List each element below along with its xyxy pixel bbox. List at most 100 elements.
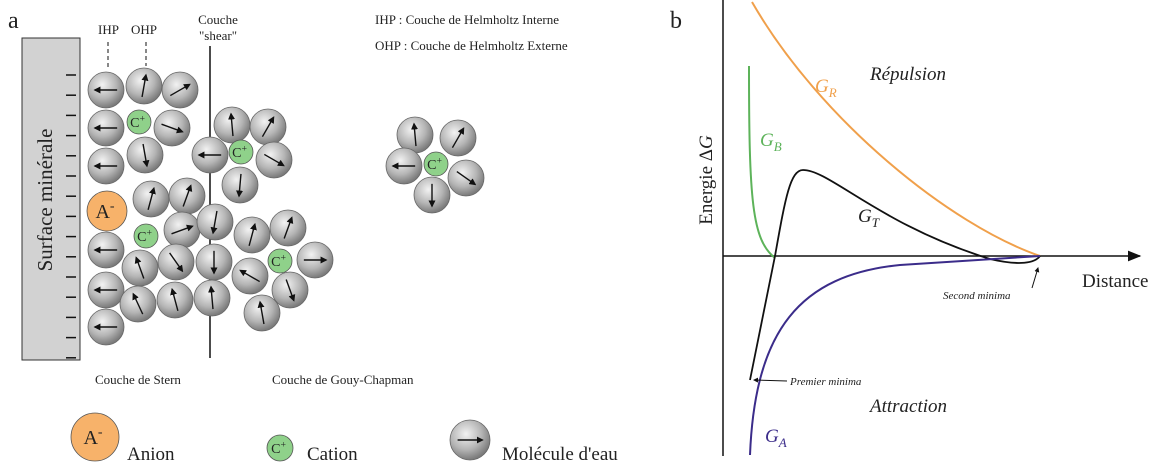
water-molecule: [163, 211, 201, 249]
anion-ion: A-: [70, 412, 120, 462]
anion-symbol: A-: [95, 199, 114, 223]
gt-sub: T: [872, 215, 880, 230]
gt-label: GT: [858, 206, 880, 230]
cation-body: [266, 434, 294, 462]
region-label: Répulsion: [869, 64, 946, 85]
anion-body: [70, 412, 120, 462]
water-molecule: [196, 203, 234, 241]
anion-body: [86, 190, 128, 232]
cation-ion: C+: [267, 248, 293, 274]
water-molecule: [233, 216, 271, 254]
y-label: Energie ΔG: [696, 135, 717, 225]
gb-base: G: [760, 130, 774, 151]
water-molecule: [269, 209, 307, 247]
dipole-arrow: [208, 285, 216, 310]
gb-sub: B: [774, 139, 782, 154]
cation-letter: C: [427, 158, 436, 173]
dipole-arrow: [411, 122, 419, 147]
water-molecule: [271, 271, 309, 309]
dipole-arrow: [228, 112, 236, 137]
legend-text: Molécule d'eau: [502, 444, 618, 465]
dipole-arrow: [132, 292, 144, 315]
dipole-arrow: [171, 224, 194, 235]
dipole-arrow: [134, 256, 145, 279]
water-molecule: [132, 180, 170, 218]
water-molecule: [447, 159, 485, 197]
dipole-arrow: [142, 143, 150, 168]
cation-charge: +: [147, 227, 153, 238]
dipole-arrow: [257, 300, 265, 325]
stern-label: Couche de Stern: [95, 372, 181, 387]
cation-ion: C+: [266, 434, 294, 462]
water-molecule: [126, 136, 164, 174]
cation-letter: C: [137, 230, 146, 245]
water-molecule: [157, 243, 195, 281]
panel-letter: b: [670, 8, 682, 34]
water-molecule: [87, 271, 125, 309]
curve-gt: [749, 169, 1041, 381]
y-label-var: G: [696, 135, 717, 149]
cation-ion: C+: [126, 109, 152, 135]
water-molecule: [87, 71, 125, 109]
dipole-arrow: [236, 173, 244, 198]
cation-body: [228, 139, 254, 165]
gr-label: GR: [815, 76, 837, 100]
water-molecule: [125, 67, 163, 105]
cation-body: [133, 223, 159, 249]
water-molecule: [385, 147, 423, 185]
gr-sub: R: [828, 85, 837, 100]
dipole-arrow: [263, 153, 285, 167]
key-text: OHP : Couche de Helmholtz Externe: [375, 38, 568, 53]
cation-charge: +: [281, 252, 287, 263]
water-molecule: [193, 279, 231, 317]
cation-letter: C: [130, 116, 139, 131]
dipole-arrow: [239, 269, 261, 283]
key-text: IHP : Couche de Helmholtz Interne: [375, 12, 559, 27]
dipole-arrow: [285, 279, 296, 302]
cation-body: [126, 109, 152, 135]
region-label: Attraction: [868, 396, 947, 417]
cation-letter: C: [232, 146, 241, 161]
dipole-arrow: [283, 216, 294, 239]
dipole-arrow: [248, 222, 257, 246]
cation-charge: +: [437, 155, 443, 166]
water-molecule: [195, 243, 233, 281]
y-label-text: Energie Δ: [696, 149, 717, 225]
anion-charge: -: [98, 425, 103, 440]
cation-symbol: C+: [137, 227, 152, 245]
dipole-arrow: [210, 210, 218, 235]
ohp-label: OHP: [131, 22, 157, 37]
ga-base: G: [765, 426, 779, 447]
water-molecule: [221, 166, 259, 204]
water-molecule: [87, 308, 125, 346]
dipole-arrow: [169, 83, 191, 97]
water-molecule: [168, 177, 206, 215]
shear-label: Couche: [198, 12, 238, 27]
curve-ga: [749, 255, 1041, 456]
water-molecule: [161, 71, 199, 109]
cation-symbol: C+: [130, 113, 145, 131]
cation-symbol: C+: [271, 252, 286, 270]
water-molecule: [213, 106, 251, 144]
cation-symbol: C+: [232, 143, 247, 161]
cation-body: [423, 151, 449, 177]
dipole-arrow: [147, 186, 156, 210]
cation-letter: C: [271, 442, 280, 457]
water-molecule: [87, 147, 125, 185]
anion-letter: A: [83, 427, 98, 449]
cation-charge: +: [281, 439, 287, 450]
cation-symbol: C+: [271, 439, 286, 457]
water-molecule: [191, 136, 229, 174]
x-label: Distance: [1082, 271, 1148, 292]
dipole-arrow: [456, 171, 477, 186]
water-molecule: [87, 231, 125, 269]
water-molecule: [249, 108, 287, 146]
second-min-label: Second minima: [943, 290, 1011, 302]
ga-label: GA: [765, 426, 787, 450]
water-molecule: [231, 257, 269, 295]
dipole-arrow: [141, 73, 149, 98]
cation-body: [267, 248, 293, 274]
surface-label: Surface minérale: [33, 129, 57, 272]
cation-charge: +: [242, 143, 248, 154]
water-molecule: [156, 281, 194, 319]
